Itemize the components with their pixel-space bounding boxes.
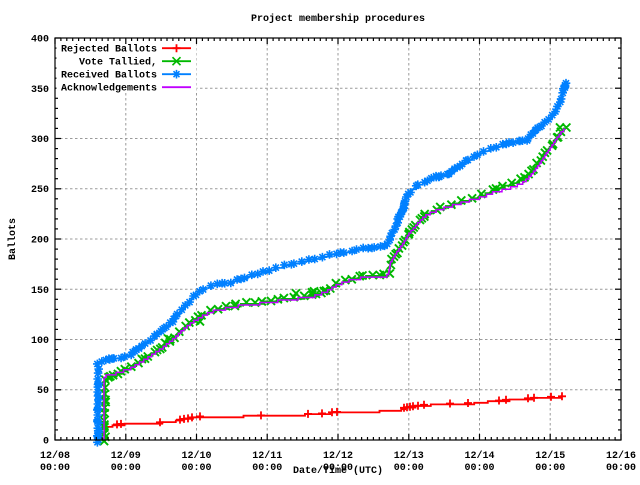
svg-text:12/16: 12/16 xyxy=(606,450,636,462)
svg-text:12/10: 12/10 xyxy=(181,450,211,462)
svg-text:300: 300 xyxy=(31,135,49,146)
svg-text:12/12: 12/12 xyxy=(323,450,353,462)
svg-text:12/13: 12/13 xyxy=(394,450,424,462)
svg-text:00:00: 00:00 xyxy=(606,463,636,474)
svg-text:00:00: 00:00 xyxy=(464,463,494,474)
svg-text:00:00: 00:00 xyxy=(252,463,282,474)
svg-text:Vote Tallied,: Vote Tallied, xyxy=(79,57,157,69)
svg-text:250: 250 xyxy=(31,185,49,196)
svg-text:00:00: 00:00 xyxy=(111,463,141,474)
svg-text:400: 400 xyxy=(31,35,49,46)
svg-text:Acknowledgements: Acknowledgements xyxy=(61,83,157,95)
svg-text:00:00: 00:00 xyxy=(181,463,211,474)
svg-text:Received Ballots: Received Ballots xyxy=(61,70,157,82)
svg-text:200: 200 xyxy=(31,236,49,247)
svg-text:0: 0 xyxy=(43,437,49,448)
svg-text:12/15: 12/15 xyxy=(535,450,565,462)
svg-text:00:00: 00:00 xyxy=(394,463,424,474)
svg-text:Project membership procedures: Project membership procedures xyxy=(251,13,425,25)
svg-text:Rejected Ballots: Rejected Ballots xyxy=(61,44,157,56)
svg-text:350: 350 xyxy=(31,85,49,96)
svg-text:Ballots: Ballots xyxy=(7,218,19,260)
svg-text:100: 100 xyxy=(31,336,49,347)
svg-text:12/11: 12/11 xyxy=(252,450,282,462)
svg-text:Date/Time (UTC): Date/Time (UTC) xyxy=(293,465,383,477)
svg-text:00:00: 00:00 xyxy=(323,463,353,474)
svg-text:150: 150 xyxy=(31,286,49,297)
svg-text:12/14: 12/14 xyxy=(464,450,494,462)
svg-text:12/08: 12/08 xyxy=(40,450,70,462)
svg-text:12/09: 12/09 xyxy=(111,450,141,462)
svg-text:00:00: 00:00 xyxy=(535,463,565,474)
svg-text:00:00: 00:00 xyxy=(40,463,70,474)
svg-text:50: 50 xyxy=(37,386,49,397)
